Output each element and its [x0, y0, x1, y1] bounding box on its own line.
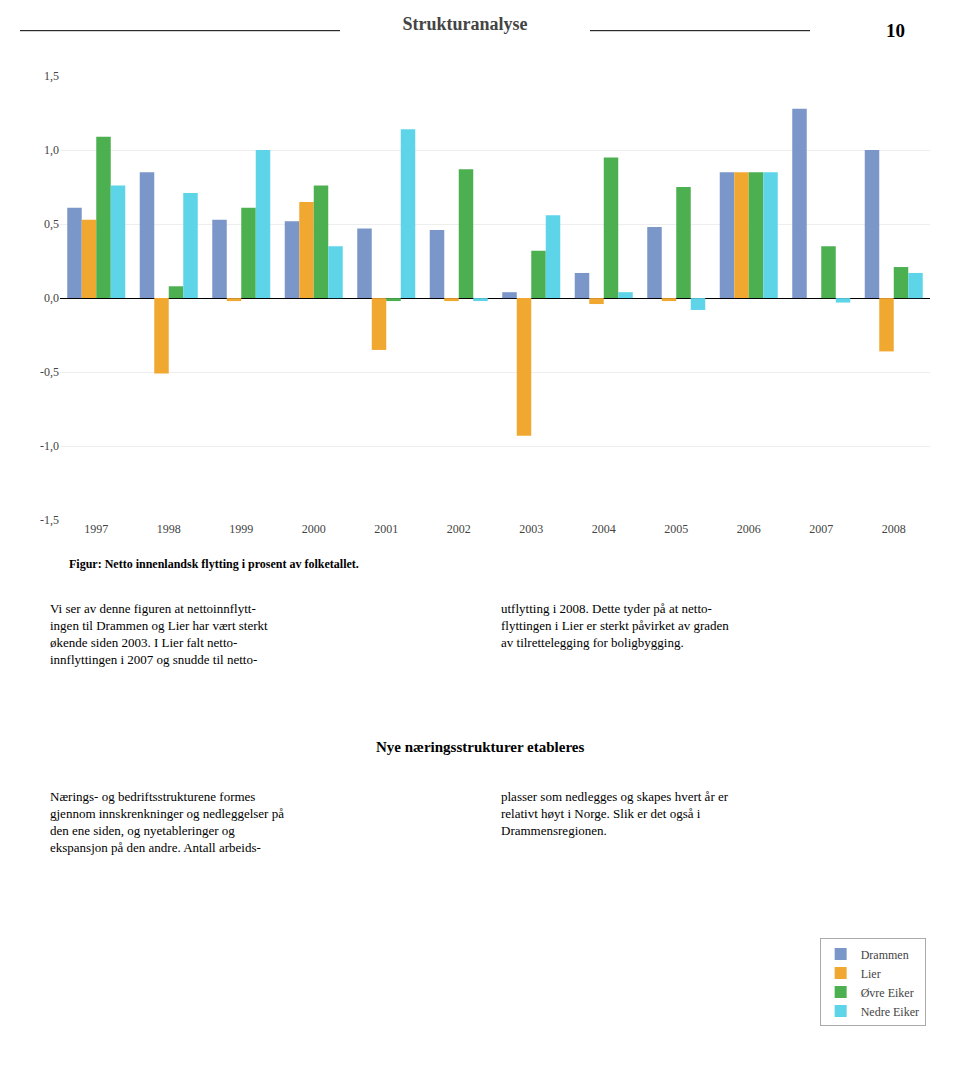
svg-text:2003: 2003 [519, 522, 543, 536]
svg-text:0,5: 0,5 [44, 217, 59, 231]
svg-text:Figur: Netto innenlandsk flytt: Figur: Netto innenlandsk flytting i pros… [69, 557, 359, 571]
svg-text:2000: 2000 [302, 522, 326, 536]
svg-text:plasser som nedlegges og skape: plasser som nedlegges og skapes hvert år… [501, 789, 729, 838]
svg-text:2004: 2004 [592, 522, 616, 536]
svg-text:1,5: 1,5 [44, 69, 59, 83]
svg-text:Nye næringsstrukturer etablere: Nye næringsstrukturer etableres [376, 739, 584, 755]
svg-text:Strukturanalyse: Strukturanalyse [402, 14, 527, 34]
svg-text:Lier: Lier [861, 967, 881, 981]
svg-text:utflytting i 2008. Dette tyder: utflytting i 2008. Dette tyder på at net… [501, 601, 729, 650]
svg-text:Vi ser av denne figuren at net: Vi ser av denne figuren at nettoinnflytt… [50, 601, 268, 667]
svg-text:2002: 2002 [447, 522, 471, 536]
svg-text:0,0: 0,0 [44, 291, 59, 305]
svg-text:-1,0: -1,0 [40, 439, 59, 453]
svg-text:Nedre Eiker: Nedre Eiker [861, 1005, 919, 1019]
svg-text:2006: 2006 [737, 522, 761, 536]
svg-text:2005: 2005 [664, 522, 688, 536]
svg-text:1997: 1997 [84, 522, 108, 536]
svg-text:1,0: 1,0 [44, 143, 59, 157]
svg-text:2007: 2007 [809, 522, 833, 536]
svg-text:2008: 2008 [882, 522, 906, 536]
svg-text:1999: 1999 [229, 522, 253, 536]
svg-text:Nærings- og bedriftsstrukturen: Nærings- og bedriftsstrukturene formesgj… [50, 789, 284, 855]
svg-text:Øvre Eiker: Øvre Eiker [861, 986, 914, 1000]
svg-text:2001: 2001 [374, 522, 398, 536]
svg-text:Drammen: Drammen [861, 948, 909, 962]
svg-text:10: 10 [886, 20, 905, 41]
svg-text:-0,5: -0,5 [40, 365, 59, 379]
svg-text:-1,5: -1,5 [40, 513, 59, 527]
svg-text:1998: 1998 [157, 522, 181, 536]
